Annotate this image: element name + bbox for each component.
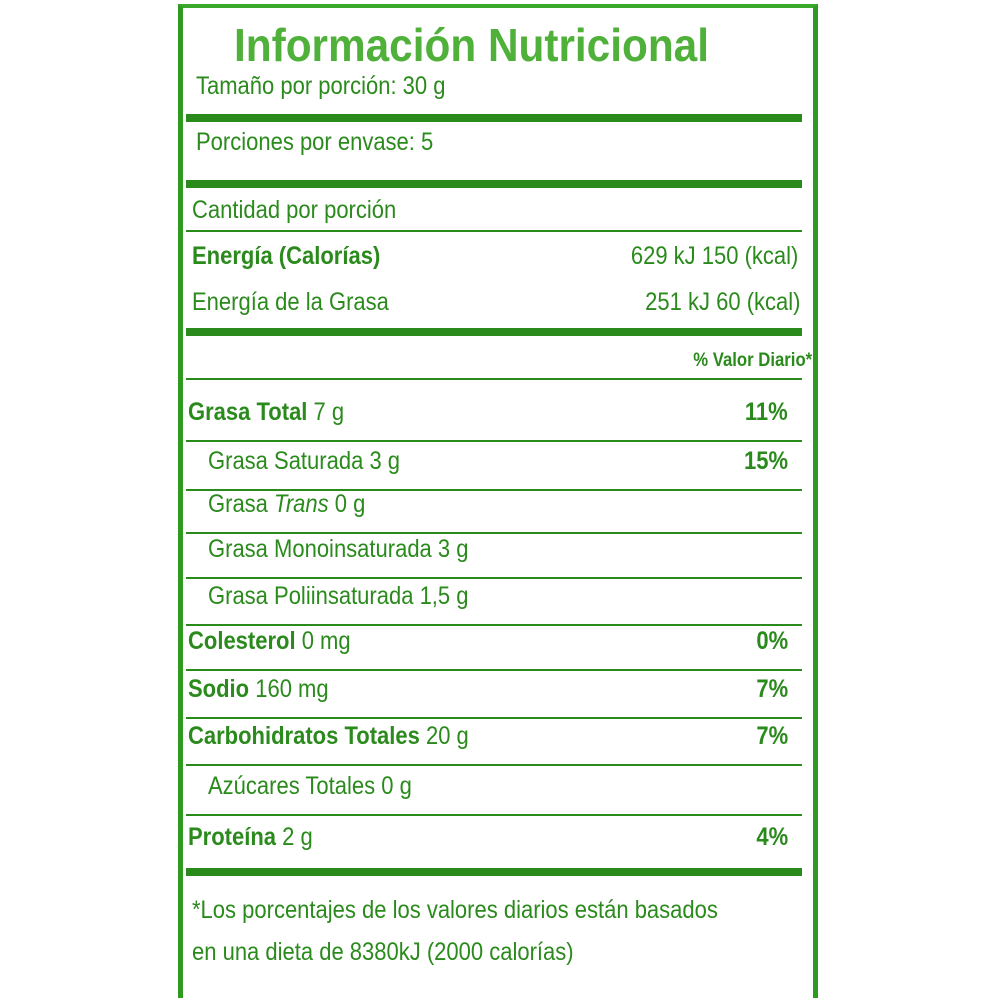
divider — [186, 669, 802, 671]
divider — [186, 764, 802, 766]
nutrient-name: Grasa Total — [188, 398, 308, 426]
divider — [186, 868, 802, 876]
nutrient-row: Sodio 160 mg — [188, 675, 329, 704]
nutrient-amount: 3 g — [437, 535, 469, 563]
energy-label: Energía (Calorías) — [192, 242, 381, 270]
divider — [186, 114, 802, 122]
nutrient-dv: 4% — [756, 823, 788, 851]
divider — [186, 180, 802, 188]
footnote-line-1: *Los porcentajes de los valores diarios … — [192, 896, 718, 924]
nutrient-amount: 160 mg — [255, 675, 329, 703]
divider — [186, 230, 802, 232]
nutrient-dv: 11% — [745, 398, 788, 426]
divider — [186, 328, 802, 336]
energy-fat-label: Energía de la Grasa — [192, 288, 389, 316]
divider — [186, 489, 802, 491]
nutrient-name: Grasa Saturada — [208, 447, 364, 475]
divider — [186, 814, 802, 816]
nutrient-dv: 7% — [756, 675, 788, 703]
footnote-line-2: en una dieta de 8380kJ (2000 calorías) — [192, 938, 574, 966]
nutrient-name: Azúcares Totales — [208, 772, 376, 800]
divider — [186, 378, 802, 380]
nutrient-amount: 0 mg — [301, 627, 351, 655]
nutrient-amount: 3 g — [369, 447, 401, 475]
nutrient-amount: 2 g — [282, 823, 313, 851]
divider — [186, 717, 802, 719]
nutrient-row: Grasa Trans 0 g — [208, 490, 365, 519]
nutrient-name: Grasa Monoinsaturada — [208, 535, 432, 563]
nutrient-name: Colesterol — [188, 627, 296, 655]
energy-fat-value: 251 kJ 60 (kcal) — [644, 288, 800, 316]
divider — [186, 624, 802, 626]
servings-per-container: Porciones por envase: 5 — [196, 128, 434, 156]
nutrient-name: Sodio — [188, 675, 250, 703]
nutrient-row: Azúcares Totales 0 g — [208, 772, 412, 801]
nutrient-name: Grasa — [208, 490, 268, 518]
nutrient-amount: 20 g — [425, 722, 469, 750]
nutrient-name: Grasa Poliinsaturada — [208, 582, 414, 610]
nutrient-dv: 7% — [756, 722, 788, 750]
divider — [186, 440, 802, 442]
nutrient-amount: 1,5 g — [419, 582, 469, 610]
nutrient-row: Grasa Poliinsaturada 1,5 g — [208, 582, 469, 611]
label-border — [178, 4, 818, 998]
nutrient-row: Carbohidratos Totales 20 g — [188, 722, 469, 751]
nutrient-row: Proteína 2 g — [188, 823, 313, 852]
nutrient-amount: 0 g — [381, 772, 412, 800]
nutrient-row: Grasa Total 7 g — [188, 398, 344, 427]
nutrient-amount: 7 g — [313, 398, 345, 426]
nutrient-name: Proteína — [188, 823, 277, 851]
energy-value: 629 kJ 150 (kcal) — [630, 242, 798, 270]
nutrient-amount: 0 g — [334, 490, 366, 518]
nutrient-dv: 0% — [756, 627, 788, 655]
dv-header: % Valor Diario* — [693, 350, 812, 371]
divider — [186, 577, 802, 579]
nutrient-row: Grasa Monoinsaturada 3 g — [208, 535, 469, 564]
nutrient-row: Grasa Saturada 3 g — [208, 447, 400, 476]
label-title: Información Nutricional — [234, 19, 709, 71]
nutrient-dv: 15% — [743, 447, 788, 475]
divider — [186, 532, 802, 534]
serving-size: Tamaño por porción: 30 g — [196, 72, 446, 100]
nutrient-name: Carbohidratos Totales — [188, 722, 420, 750]
amount-per-serving: Cantidad por porción — [192, 196, 397, 224]
nutrient-name-italic: Trans — [274, 490, 329, 518]
nutrient-row: Colesterol 0 mg — [188, 627, 351, 656]
